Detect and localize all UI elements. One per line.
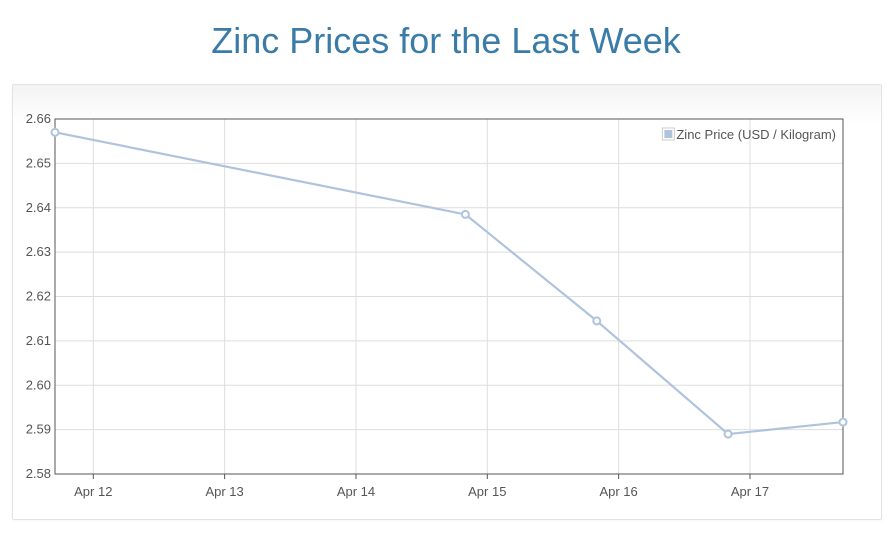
x-tick-label: Apr 15 (468, 484, 506, 499)
data-point (592, 316, 602, 326)
line-chart: 2.58 2.59 2.60 2.61 2.62 2.63 2.64 2.65 2.66 Apr … (26, 111, 848, 499)
y-tick-label: 2.60 (26, 377, 51, 392)
data-point (50, 127, 60, 137)
grid-lines (55, 118, 843, 475)
legend-swatch (664, 130, 673, 138)
y-tick-label: 2.61 (26, 333, 51, 348)
x-tick-label: Apr 13 (205, 484, 243, 499)
data-point (838, 417, 848, 427)
x-tick-label: Apr 17 (731, 484, 769, 499)
y-tick-label: 2.66 (26, 111, 51, 126)
y-tick-label: 2.62 (26, 289, 51, 304)
series-layer (50, 127, 848, 439)
plot-border (54, 118, 844, 475)
data-point (723, 429, 733, 439)
chart-panel: 2.58 2.59 2.60 2.61 2.62 2.63 2.64 2.65 2.66 Apr … (12, 84, 882, 520)
x-tick-label: Apr 14 (337, 484, 375, 499)
x-tick-label: Apr 12 (74, 484, 112, 499)
page-title: Zinc Prices for the Last Week (211, 20, 681, 61)
y-tick-label: 2.65 (26, 155, 51, 170)
legend: Zinc Price (USD / Kilogram) (661, 127, 836, 142)
x-tick-label: Apr 16 (599, 484, 637, 499)
y-tick-label: 2.64 (26, 200, 51, 215)
axes: 2.58 2.59 2.60 2.61 2.62 2.63 2.64 2.65 2.66 Apr … (26, 111, 844, 499)
data-point (460, 209, 470, 219)
legend-label: Zinc Price (USD / Kilogram) (676, 127, 836, 142)
y-tick-label: 2.63 (26, 244, 51, 259)
y-tick-label: 2.58 (26, 466, 51, 481)
y-tick-label: 2.59 (26, 422, 51, 437)
